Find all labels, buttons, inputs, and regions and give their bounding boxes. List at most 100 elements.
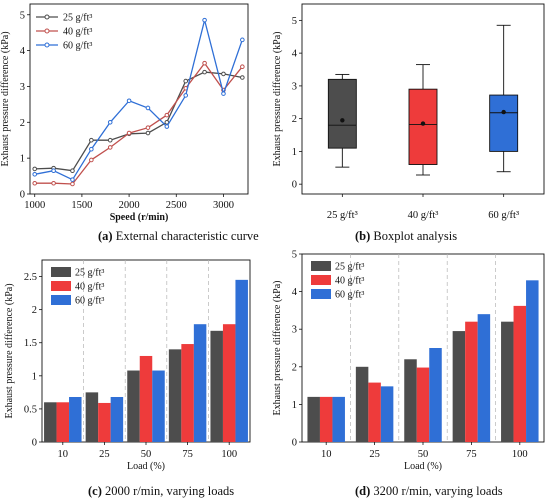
panel-a-point — [202, 60, 207, 66]
panel-d-legend-label: 40 g/ft³ — [335, 276, 364, 287]
panel-d-bar — [404, 359, 417, 442]
panel-b-ytick-label: 2 — [292, 114, 297, 125]
caption-b: (b) Boxplot analysis — [355, 229, 458, 243]
panel-a-point — [202, 69, 207, 75]
panel-c-legend-swatch — [51, 267, 71, 277]
panel-a-ytick-label: 1 — [20, 154, 25, 165]
panel-b-mean-dot — [501, 109, 506, 115]
panel-c-bar — [69, 396, 82, 442]
panel-d-bar — [355, 366, 369, 442]
panel-d-xtick-label: 10 — [321, 449, 332, 460]
panel-c-bar — [85, 392, 99, 442]
panel-c-xtick-label: 25 — [99, 449, 110, 460]
panel-b-ytick-label: 3 — [292, 81, 297, 92]
panel-a-ytick-label: 3 — [20, 82, 25, 93]
panel-a-legend-label: 25 g/ft³ — [63, 13, 92, 24]
panel-c-ytick-label: 2.5 — [24, 272, 37, 283]
panel-a-point — [202, 17, 207, 23]
panel-a-legend-marker — [44, 42, 50, 48]
panel-d: 0 1 2 3 4 5 Exhaust pressure difference (kPa) 1… — [272, 250, 545, 472]
panel-a-xlabel: Speed (r/min) — [110, 212, 169, 223]
panel-c-bar — [181, 344, 194, 442]
panel-a-point — [32, 171, 38, 177]
panel-d-legend-swatch — [311, 275, 331, 285]
panel-c-legend-label: 40 g/ft³ — [75, 282, 104, 293]
panel-d-bar — [368, 382, 381, 442]
caption-d: (d) 3200 r/min, varying loads — [355, 484, 503, 498]
panel-d-ytick-label: 2 — [292, 362, 297, 373]
panel-c-bar — [222, 324, 236, 442]
panel-a-point — [51, 180, 56, 186]
panel-a-point — [107, 145, 113, 150]
panel-a-point — [240, 37, 245, 43]
panel-c-bar — [56, 402, 70, 442]
panel-a-point — [164, 112, 170, 118]
panel-d-legend-swatch — [311, 261, 331, 271]
panel-a-point — [145, 130, 151, 136]
panel-d-bar — [416, 367, 430, 442]
panel-c-xtick-label: 100 — [221, 449, 237, 460]
panel-a-point — [221, 71, 226, 77]
panel-a-point — [70, 177, 75, 182]
panel-a-point — [107, 120, 113, 125]
panel-c-xtick-label: 10 — [58, 449, 69, 460]
panel-a-series-line — [34, 71, 243, 172]
panel-d-xlabel: Load (%) — [404, 461, 442, 472]
panel-b-category-label: 25 g/ft³ — [327, 210, 358, 221]
panel-b-ytick-label: 1 — [292, 147, 297, 158]
panel-d-bar — [429, 348, 442, 442]
caption-a: (a) External characteristic curve — [98, 229, 259, 243]
panel-d-legend-label: 60 g/ft³ — [335, 290, 364, 301]
panel-a-xtick-label: 2500 — [166, 200, 187, 211]
panel-b-ytick-label: 4 — [292, 49, 298, 60]
panel-d-ytick-label: 5 — [292, 250, 297, 261]
panel-c-bar — [98, 402, 111, 442]
panel-a-point — [183, 93, 189, 98]
panel-a-xtick-label: 1000 — [24, 200, 45, 211]
panel-a-point — [32, 166, 38, 172]
panel-a-point — [145, 105, 151, 111]
panel-d-bar — [513, 305, 527, 442]
panel-a-point — [51, 168, 56, 173]
panel-a-point — [164, 120, 170, 125]
panel-a-ytick-label: 4 — [20, 46, 26, 57]
panel-a-point — [221, 91, 226, 96]
panel-a-point — [70, 181, 75, 187]
panel-a-point — [126, 130, 132, 136]
panel-a-series-line — [34, 19, 243, 181]
panel-a-point — [107, 137, 113, 143]
panel-a-xtick-label: 3000 — [213, 200, 234, 211]
panel-d-bar — [526, 280, 539, 442]
panel-c-bar — [235, 279, 248, 442]
panel-d-bar — [501, 321, 514, 442]
panel-a-point — [89, 146, 94, 152]
panel-d-xtick-label: 100 — [512, 449, 528, 460]
panel-d-ytick-label: 1 — [292, 400, 297, 411]
panel-c-ytick-label: 0.5 — [24, 404, 37, 415]
panel-b-ytick-label: 5 — [292, 16, 297, 27]
panel-b-category-label: 60 g/ft³ — [488, 210, 519, 221]
panel-b-box — [408, 88, 438, 165]
panel-d-xtick-label: 25 — [369, 449, 380, 460]
panel-d-bar — [307, 396, 320, 442]
panel-a-legend-label: 60 g/ft³ — [63, 41, 92, 52]
panel-b-box — [327, 78, 357, 149]
panel-c-bar — [168, 349, 182, 442]
panel-a-point — [240, 75, 245, 80]
panel-d-ytick-label: 0 — [292, 438, 297, 449]
panel-c-bar — [110, 396, 124, 442]
panel-c-bar — [139, 355, 153, 442]
panel-d-ytick-label: 3 — [292, 325, 297, 336]
panel-c-ytick-label: 2 — [32, 305, 37, 316]
panel-d-bar — [465, 321, 478, 442]
panel-c-legend-swatch — [51, 295, 71, 305]
panel-d-legend-label: 25 g/ft³ — [335, 262, 364, 273]
panel-d-bar — [319, 396, 333, 442]
panel-c-xtick-label: 75 — [182, 449, 193, 460]
panel-b-category-label: 40 g/ft³ — [408, 210, 439, 221]
panel-b-box — [489, 94, 519, 152]
panel-c-bar — [210, 330, 223, 442]
panel-a-xtick-label: 2000 — [119, 200, 140, 211]
panel-c: 0 0.5 1 1.5 2 2.5 Exhaust pressure difference … — [4, 259, 251, 472]
panel-c-xtick-label: 50 — [141, 449, 152, 460]
